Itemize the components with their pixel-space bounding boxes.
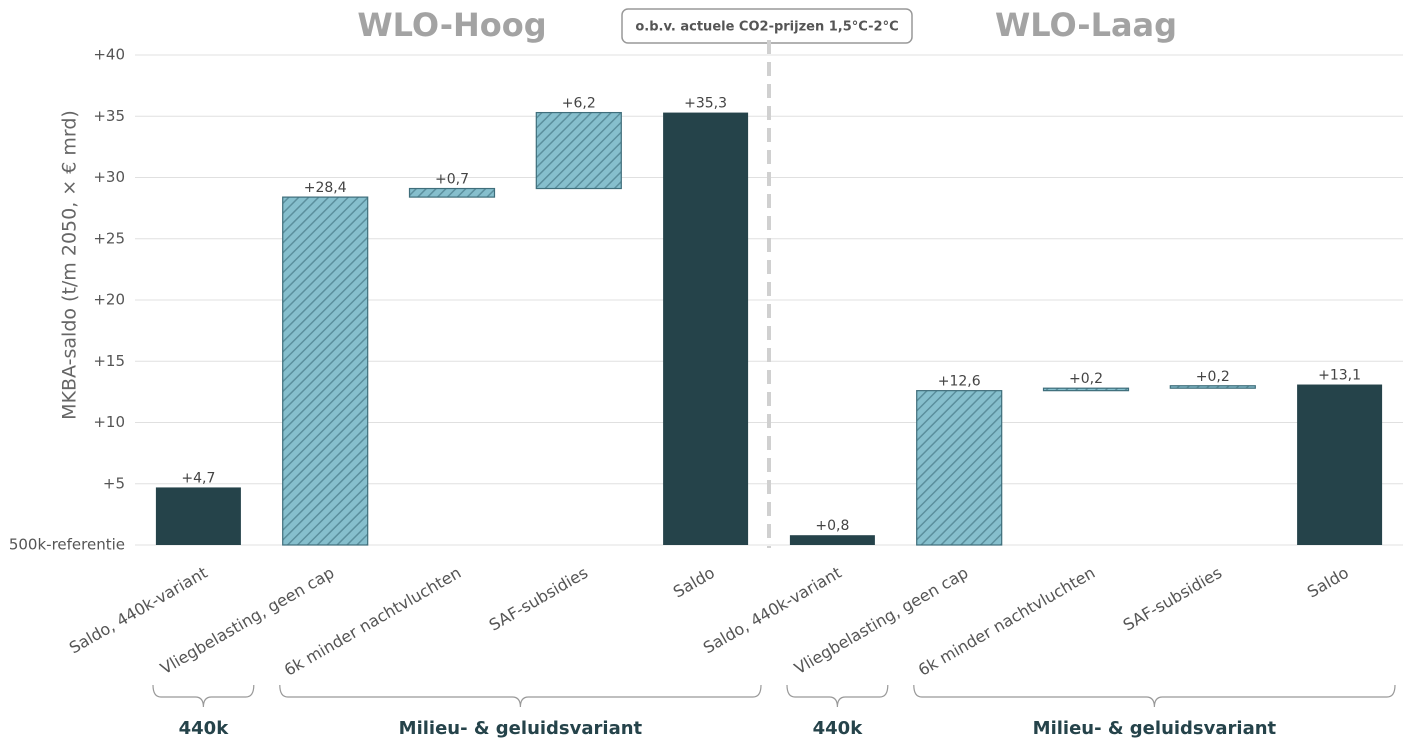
- bar: [1169, 385, 1256, 389]
- value-label: +12,6: [938, 374, 981, 390]
- group-brace: [152, 684, 255, 708]
- y-axis-label: MKBA-saldo (t/m 2050, × € mrd): [59, 110, 81, 420]
- bar: [916, 390, 1003, 546]
- bar: [663, 112, 749, 545]
- group-label: Milieu- & geluidsvariant: [399, 718, 643, 739]
- value-label: +13,1: [1318, 368, 1361, 384]
- value-label: +0,8: [815, 518, 849, 534]
- group-label: 440k: [179, 718, 230, 739]
- group-label: 440k: [813, 718, 864, 739]
- y-tick-label: +40: [93, 46, 125, 64]
- y-tick-label: 500k-referentie: [9, 536, 125, 554]
- bar: [789, 535, 875, 545]
- bar: [535, 111, 622, 190]
- y-tick-label: +30: [93, 168, 125, 186]
- y-tick-label: +5: [103, 474, 125, 492]
- group-brace: [279, 684, 762, 708]
- value-label: +35,3: [684, 96, 727, 112]
- group-brace: [786, 684, 889, 708]
- value-label: +0,7: [435, 172, 469, 188]
- y-tick-label: +20: [93, 291, 125, 309]
- y-tick-label: +25: [93, 229, 125, 247]
- group-label: Milieu- & geluidsvariant: [1033, 718, 1277, 739]
- value-label: +28,4: [304, 180, 347, 196]
- x-tick-label: SAF-subsidies: [486, 563, 591, 635]
- bar: [282, 196, 369, 546]
- bar: [1042, 387, 1130, 392]
- value-label: +6,2: [562, 96, 596, 112]
- group-brace: [913, 684, 1396, 708]
- y-tick-label: +15: [93, 352, 125, 370]
- x-tick-label: Saldo: [1304, 563, 1352, 602]
- y-tick-label: +35: [93, 107, 125, 125]
- value-label: +0,2: [1196, 369, 1230, 385]
- bar: [155, 487, 241, 545]
- panel-title: WLO-Hoog: [357, 6, 546, 44]
- value-label: +0,2: [1069, 371, 1103, 387]
- bar: [408, 187, 496, 198]
- y-tick-label: +10: [93, 413, 125, 431]
- x-tick-label: SAF-subsidies: [1120, 563, 1225, 635]
- x-tick-label: Saldo: [670, 563, 718, 602]
- annotation: o.b.v. actuele CO2-prijzen 1,5°C-2°C: [635, 20, 898, 35]
- panel-title: WLO-Laag: [995, 6, 1177, 44]
- value-label: +4,7: [181, 470, 215, 486]
- bar: [1297, 384, 1383, 545]
